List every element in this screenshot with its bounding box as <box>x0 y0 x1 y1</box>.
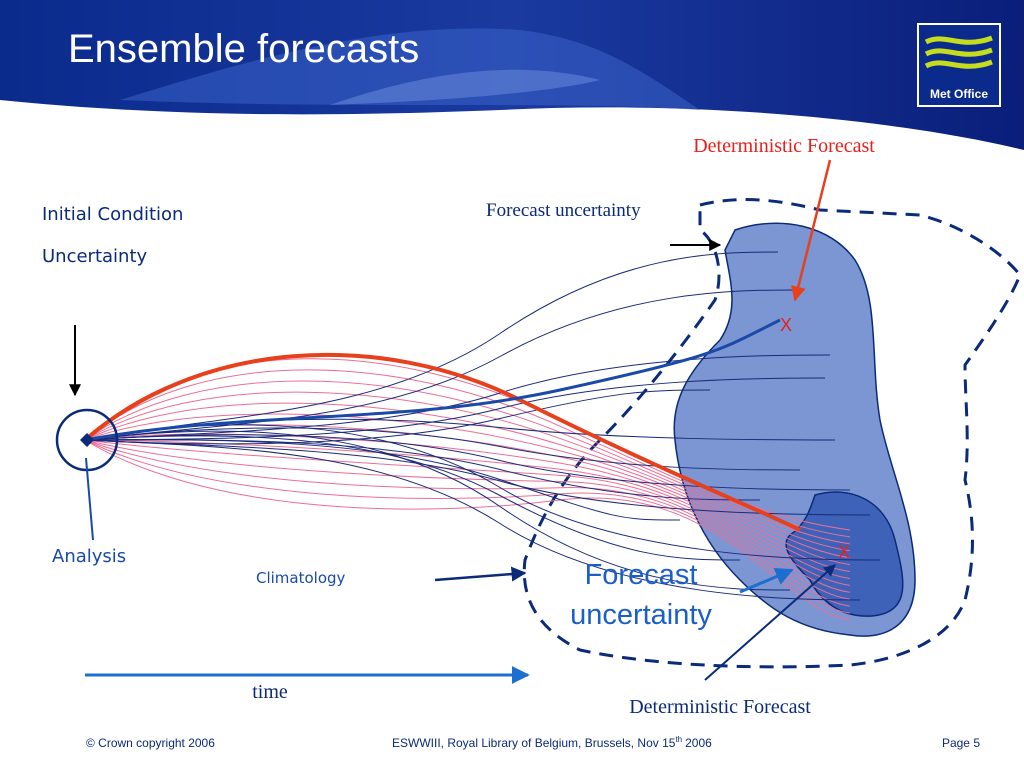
logo-waves <box>924 35 993 69</box>
ensemble-member <box>84 354 831 441</box>
ensemble-member <box>84 439 861 601</box>
ensemble-member <box>84 251 779 441</box>
ensemble-member <box>84 439 761 501</box>
footer-page: Page 5 <box>942 736 980 750</box>
marker: X <box>780 315 792 335</box>
ensemble-member <box>84 427 801 471</box>
logo-text: Met Office <box>930 87 988 101</box>
label: Deterministic Forecast <box>693 135 875 157</box>
header-swoosh <box>330 69 600 105</box>
ensemble-mean-trajectory <box>84 318 781 442</box>
footer-event-tail: 2006 <box>685 736 712 750</box>
ensemble-member <box>84 424 881 561</box>
label: Analysis <box>52 546 126 567</box>
label: time <box>252 681 288 703</box>
ensemble-member <box>84 380 851 545</box>
logo: Met Office <box>917 23 1001 107</box>
ensemble-member <box>84 389 711 445</box>
ensemble-member <box>84 439 851 593</box>
arrow <box>704 564 836 681</box>
slide-title: Ensemble forecasts <box>68 27 419 71</box>
ensemble-member <box>84 377 826 441</box>
ensemble-member <box>84 402 851 559</box>
footer-event-text: ESWWIII, Royal Library of Belgium, Bruss… <box>392 736 676 750</box>
arrow <box>434 566 527 582</box>
label: uncertainty <box>570 599 712 631</box>
label: Initial Condition <box>42 204 183 225</box>
climatology-outline <box>522 198 1022 669</box>
deterministic-trajectory <box>83 352 801 532</box>
ensemble-member <box>84 439 851 586</box>
ensemble-member <box>84 434 851 491</box>
ensemble-member <box>84 439 871 516</box>
arrow <box>85 457 94 541</box>
ensemble-member <box>84 433 851 579</box>
label: Climatology <box>256 569 346 587</box>
ensemble-member <box>84 391 851 552</box>
header: Ensemble forecasts Met Office <box>0 0 1024 150</box>
ensemble-member <box>84 439 681 521</box>
ensemble-member <box>84 413 851 566</box>
ensemble-member <box>84 289 796 441</box>
label: Forecast uncertainty <box>486 200 641 221</box>
header-swoosh <box>120 28 700 110</box>
arrow <box>739 568 794 594</box>
analysis-point <box>80 433 94 447</box>
ensemble-member <box>84 435 741 561</box>
footer-event-sup: th <box>675 735 682 744</box>
marker: X <box>838 542 850 562</box>
label: Forecast <box>585 559 698 591</box>
arrow <box>790 159 832 302</box>
footer-copyright: © Crown copyright 2006 <box>86 736 215 750</box>
ensemble-member <box>84 430 791 591</box>
label: Uncertainty <box>42 246 148 267</box>
ensemble-member <box>84 439 851 600</box>
deterministic-region <box>785 491 904 617</box>
label: Deterministic Forecast <box>629 696 811 718</box>
footer-event: ESWWIII, Royal Library of Belgium, Bruss… <box>392 735 712 750</box>
